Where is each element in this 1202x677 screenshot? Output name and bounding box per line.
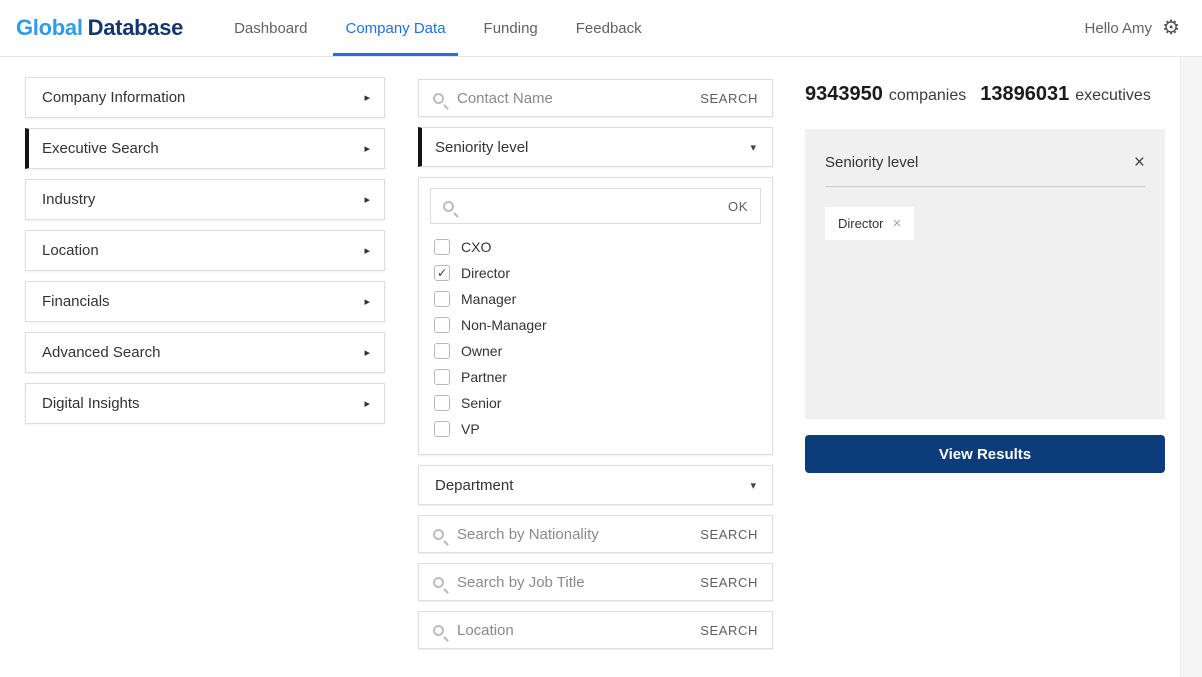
chevron-right-icon: ▸ xyxy=(364,143,370,155)
job-title-placeholder[interactable]: Search by Job Title xyxy=(457,573,585,591)
option-non-manager[interactable]: Non-Manager xyxy=(419,312,772,338)
scrollbar-track[interactable] xyxy=(1180,57,1202,677)
contact-name-search-button[interactable]: SEARCH xyxy=(700,90,758,106)
executive-search-filters: Contact Name SEARCH Seniority level ▾ OK… xyxy=(418,79,773,659)
top-navbar: Global Database Dashboard Company Data Fu… xyxy=(0,0,1202,57)
checkbox-cxo[interactable] xyxy=(434,239,450,255)
gear-icon[interactable]: ⚙ xyxy=(1162,17,1180,39)
companies-label: companies xyxy=(888,87,967,104)
filter-sidebar: Company Information ▸ Executive Search ▸… xyxy=(25,77,385,434)
close-icon[interactable]: × xyxy=(1133,152,1145,173)
nav-feedback[interactable]: Feedback xyxy=(575,19,642,37)
checkbox-non-manager[interactable] xyxy=(434,317,450,333)
chevron-right-icon: ▸ xyxy=(364,398,370,410)
app-logo[interactable]: Global Database xyxy=(16,15,183,41)
search-icon xyxy=(433,576,444,588)
search-icon xyxy=(443,200,454,212)
sidebar-item-label: Digital Insights xyxy=(42,395,140,412)
search-icon xyxy=(433,624,444,636)
nationality-search-button[interactable]: SEARCH xyxy=(700,526,758,542)
selected-filter-header: Seniority level × xyxy=(825,153,1145,172)
filter-tag-director[interactable]: Director × xyxy=(825,207,915,240)
view-results-button[interactable]: View Results xyxy=(805,435,1165,473)
option-owner[interactable]: Owner xyxy=(419,338,772,364)
job-title-search[interactable]: Search by Job Title SEARCH xyxy=(418,563,773,601)
seniority-options-panel: OK CXO ✓ Director Manager Non-Manager Ow… xyxy=(418,177,773,455)
logo-database: Database xyxy=(87,15,184,40)
checkbox-manager[interactable] xyxy=(434,291,450,307)
executives-label: executives xyxy=(1075,87,1151,104)
dropdown-label: Department xyxy=(435,476,514,494)
chevron-right-icon: ▸ xyxy=(364,296,370,308)
nationality-placeholder[interactable]: Search by Nationality xyxy=(457,525,599,543)
selected-filters-card: Seniority level × Director × xyxy=(805,129,1165,419)
sidebar-item-executive-search[interactable]: Executive Search ▸ xyxy=(25,128,385,169)
user-area: Hello Amy ⚙ xyxy=(1085,18,1180,38)
sidebar-item-financials[interactable]: Financials ▸ xyxy=(25,281,385,322)
sidebar-item-label: Location xyxy=(42,242,99,259)
sidebar-item-label: Financials xyxy=(42,293,110,310)
dropdown-label: Seniority level xyxy=(435,138,529,156)
sidebar-item-label: Company Information xyxy=(42,89,186,106)
contact-name-placeholder[interactable]: Contact Name xyxy=(457,89,553,107)
nav-funding[interactable]: Funding xyxy=(483,19,538,37)
seniority-level-dropdown[interactable]: Seniority level ▾ xyxy=(418,127,773,167)
chevron-right-icon: ▸ xyxy=(364,245,370,257)
user-greeting: Hello Amy xyxy=(1084,19,1153,37)
checkbox-director-checked[interactable]: ✓ xyxy=(434,265,450,281)
option-cxo[interactable]: CXO xyxy=(419,234,772,260)
caret-down-icon: ▾ xyxy=(750,141,756,154)
nav-dashboard[interactable]: Dashboard xyxy=(234,19,308,37)
location-placeholder[interactable]: Location xyxy=(457,621,514,639)
search-icon xyxy=(433,528,444,540)
chevron-right-icon: ▸ xyxy=(364,92,370,104)
divider xyxy=(825,186,1145,187)
selected-filter-title: Seniority level xyxy=(825,154,919,171)
option-senior[interactable]: Senior xyxy=(419,390,772,416)
nav-company-data[interactable]: Company Data xyxy=(333,0,458,56)
checkbox-vp[interactable] xyxy=(434,421,450,437)
job-title-search-button[interactable]: SEARCH xyxy=(700,574,758,590)
checkbox-senior[interactable] xyxy=(434,395,450,411)
sidebar-item-location[interactable]: Location ▸ xyxy=(25,230,385,271)
option-vp[interactable]: VP xyxy=(419,416,772,442)
chevron-right-icon: ▸ xyxy=(364,347,370,359)
caret-down-icon: ▾ xyxy=(750,479,756,492)
sidebar-item-label: Industry xyxy=(42,191,96,208)
sidebar-item-advanced-search[interactable]: Advanced Search ▸ xyxy=(25,332,385,373)
option-partner[interactable]: Partner xyxy=(419,364,772,390)
executives-count: 13896031 xyxy=(980,83,1070,105)
sidebar-item-digital-insights[interactable]: Digital Insights ▸ xyxy=(25,383,385,424)
companies-count: 9343950 xyxy=(805,83,883,105)
department-dropdown[interactable]: Department ▾ xyxy=(418,465,773,505)
main-nav: Dashboard Company Data Funding Feedback xyxy=(215,0,661,56)
checkbox-partner[interactable] xyxy=(434,369,450,385)
checkbox-owner[interactable] xyxy=(434,343,450,359)
nationality-search[interactable]: Search by Nationality SEARCH xyxy=(418,515,773,553)
logo-global: Global xyxy=(16,15,83,40)
remove-tag-icon[interactable]: × xyxy=(892,215,902,232)
sidebar-item-industry[interactable]: Industry ▸ xyxy=(25,179,385,220)
location-search[interactable]: Location SEARCH xyxy=(418,611,773,649)
contact-name-search[interactable]: Contact Name SEARCH xyxy=(418,79,773,117)
ok-button[interactable]: OK xyxy=(728,198,748,214)
chevron-right-icon: ▸ xyxy=(364,194,370,206)
result-counts: 9343950 companies 13896031 executives xyxy=(805,79,1165,106)
option-manager[interactable]: Manager xyxy=(419,286,772,312)
location-search-button[interactable]: SEARCH xyxy=(700,622,758,638)
sidebar-item-label: Advanced Search xyxy=(42,344,161,361)
sidebar-item-label: Executive Search xyxy=(42,140,159,157)
seniority-filter-search[interactable]: OK xyxy=(430,188,761,224)
sidebar-item-company-information[interactable]: Company Information ▸ xyxy=(25,77,385,118)
option-director[interactable]: ✓ Director xyxy=(419,260,772,286)
search-icon xyxy=(433,92,444,104)
results-summary: 9343950 companies 13896031 executives Se… xyxy=(805,79,1165,473)
